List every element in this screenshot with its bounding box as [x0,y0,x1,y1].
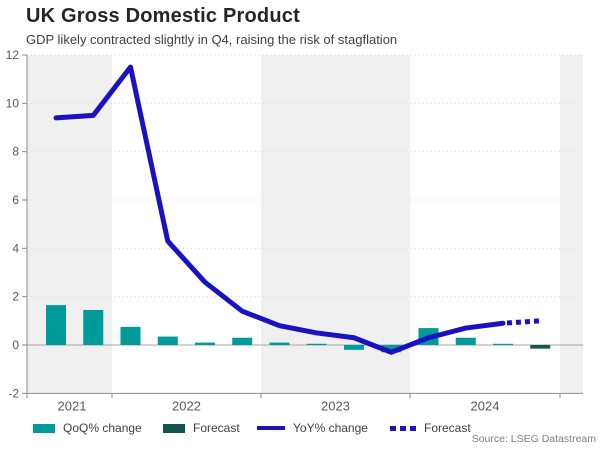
bar-qoq-2023-Q4 [381,345,402,353]
bar-qoq-2024-Q2 [455,337,476,345]
bar-qoq-2021-Q4 [83,309,104,345]
y-tick-label: 4 [12,241,19,255]
chart-subtitle: GDP likely contracted slightly in Q4, ra… [26,32,398,47]
y-tick-label: 6 [12,193,19,207]
legend-swatch-qoq-bar-icon [33,423,55,433]
bar-qoq-2023-Q3 [344,345,364,350]
legend-label: Forecast [193,421,240,435]
dot [400,425,406,431]
legend-label: QoQ% change [63,421,142,435]
yoy-line [53,64,506,355]
bar-qoq-2022-Q4 [232,337,253,345]
dot [410,425,416,431]
chart-canvas: 12 10 8 6 4 2 0 -2 2021 2022 2023 2024 [6,48,583,413]
yoy-forecast-line [502,318,541,326]
legend-item: QoQ% change [33,421,142,435]
x-year-label: 2021 [58,398,87,413]
year-band [560,55,583,394]
y-tick-label: 2 [12,290,19,304]
bar-qoq-2024-Q3 [493,343,513,345]
legend-swatch-forecast-bar-icon [163,423,185,433]
legend-item: YoY% change [257,421,368,435]
legend-label: YoY% change [293,421,368,435]
legend-label: Forecast [424,421,471,435]
bar-qoq-2022-Q1 [120,326,141,346]
x-year-label: 2022 [172,398,201,413]
chart-title: UK Gross Domestic Product [26,5,300,27]
legend-item: Forecast [390,421,471,435]
bar-qoq-2023-Q1 [269,342,290,345]
y-tick-label: 0 [12,338,19,352]
legend-swatch-dotted-line-icon [390,425,416,431]
y-tick-label: 12 [6,48,20,62]
legend-item: Forecast [163,421,240,435]
y-tick-label: 8 [12,145,19,159]
bar-qoq-2022-Q2 [157,336,178,345]
bar-qoq-2023-Q2 [306,343,327,345]
source-credit: Source: LSEG Datastream [471,433,596,445]
gdp-chart: 12 10 8 6 4 2 0 -2 2021 2022 2023 2024 [6,48,583,413]
bar-qoq-2021-Q3 [46,305,66,346]
legend-swatch-line-icon [257,426,285,430]
y-tick-label: 10 [6,96,20,110]
bar-qoq-2022-Q3 [195,342,215,345]
bar-forecast-2024-Q4 [530,345,551,349]
x-year-label: 2023 [321,398,350,413]
dot [390,425,396,431]
y-tick-label: -2 [8,386,19,400]
x-year-label: 2024 [471,398,500,413]
